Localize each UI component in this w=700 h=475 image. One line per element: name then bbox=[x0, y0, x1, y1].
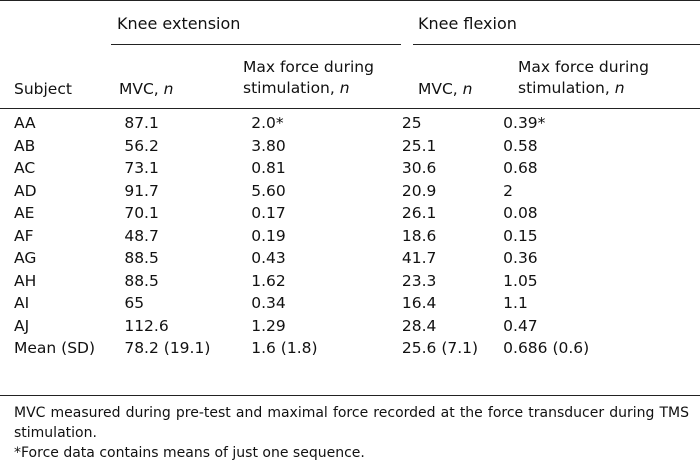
cell-subject: AB bbox=[14, 136, 36, 155]
table-row: AI 65 0.34 16.4 1.1 bbox=[14, 292, 700, 315]
cell-ext-mvc: 112.6 bbox=[124, 316, 169, 335]
group-header-knee-flexion: Knee flexion bbox=[418, 14, 517, 33]
cell-flex-mvc: 16.4 bbox=[401, 294, 437, 312]
cell-flex-max-force: 1.05 bbox=[503, 271, 538, 290]
col-header-flex-max-unit: n bbox=[614, 79, 625, 97]
cell-flex-max-force: 2 bbox=[503, 181, 514, 200]
col-header-flex-max-line2-text: stimulation, bbox=[518, 79, 615, 97]
cell-ext-mvc: 48.7 bbox=[124, 226, 159, 245]
col-header-ext-max: Max force during stimulation, n bbox=[243, 57, 374, 99]
cell-ext-mvc: 73.1 bbox=[124, 159, 159, 177]
cell-subject: AA bbox=[14, 114, 36, 132]
cell-ext-max-force: 2.0* bbox=[251, 114, 284, 132]
table-row: AG 88.5 0.43 41.7 0.36 bbox=[14, 247, 700, 270]
col-header-ext-max-line2-text: stimulation, bbox=[243, 79, 340, 97]
group-header-knee-extension: Knee extension bbox=[117, 14, 241, 33]
cell-subject: AE bbox=[14, 204, 35, 222]
cell-subject: AJ bbox=[14, 316, 30, 335]
cell-subject: AC bbox=[14, 159, 36, 177]
table-row: AF 48.7 0.19 18.6 0.15 bbox=[14, 225, 700, 248]
cell-subject: Mean (SD) bbox=[14, 339, 96, 357]
cell-ext-mvc: 65 bbox=[124, 294, 145, 312]
cell-flex-mvc: 25.1 bbox=[401, 136, 437, 155]
cell-flex-mvc: 26.1 bbox=[401, 204, 437, 222]
top-rule bbox=[0, 0, 700, 1]
cell-subject: AI bbox=[14, 294, 30, 312]
col-header-flex-mvc-unit: n bbox=[462, 80, 473, 98]
cell-ext-max-force: 0.81 bbox=[251, 159, 286, 177]
cell-subject: AG bbox=[14, 249, 37, 267]
table-row: AD 91.7 5.60 20.9 2 bbox=[14, 180, 700, 203]
cell-flex-max-force: 0.15 bbox=[503, 226, 538, 245]
cell-flex-mvc: 20.9 bbox=[401, 181, 437, 200]
cell-ext-mvc: 70.1 bbox=[124, 204, 159, 222]
knee-flexion-rule bbox=[413, 44, 700, 45]
cell-subject: AF bbox=[14, 226, 34, 245]
col-header-ext-max-line2: stimulation, n bbox=[243, 78, 374, 99]
cell-ext-mvc: 87.1 bbox=[124, 114, 159, 132]
cell-flex-max-force: 0.58 bbox=[503, 136, 538, 155]
cell-ext-max-force: 0.19 bbox=[251, 226, 286, 245]
col-header-flex-max-line1: Max force during bbox=[518, 58, 649, 76]
table-bottom-rule bbox=[0, 395, 700, 396]
table-body: AA 87.1 2.0* 25 0.39* AB 56.2 3.80 25.1 0.58 AC 73.… bbox=[14, 112, 700, 360]
cell-ext-mvc: 88.5 bbox=[124, 271, 159, 290]
cell-ext-max-force: 1.6 (1.8) bbox=[251, 339, 318, 357]
table-row: AA 87.1 2.0* 25 0.39* bbox=[14, 112, 700, 135]
cell-ext-max-force: 1.62 bbox=[251, 271, 286, 290]
cell-flex-mvc: 25.6 (7.1) bbox=[401, 339, 479, 357]
cell-flex-mvc: 23.3 bbox=[401, 271, 437, 290]
cell-flex-max-force: 0.39* bbox=[503, 114, 546, 132]
cell-flex-mvc: 18.6 bbox=[401, 226, 437, 245]
cell-flex-mvc: 25 bbox=[401, 114, 422, 132]
col-header-flex-mvc: MVC, n bbox=[418, 79, 472, 100]
cell-flex-max-force: 0.68 bbox=[503, 159, 538, 177]
knee-extension-rule bbox=[111, 44, 401, 45]
cell-flex-mvc: 41.7 bbox=[401, 249, 437, 267]
cell-ext-mvc: 56.2 bbox=[124, 136, 159, 155]
col-header-ext-max-unit: n bbox=[339, 79, 350, 97]
col-header-ext-max-line1: Max force during bbox=[243, 58, 374, 76]
col-header-subject: Subject bbox=[14, 79, 72, 100]
table-row-mean: Mean (SD) 78.2 (19.1) 1.6 (1.8) 25.6 (7.1) 0… bbox=[14, 337, 700, 360]
col-header-flex-max: Max force during stimulation, n bbox=[518, 57, 649, 99]
cell-ext-max-force: 5.60 bbox=[251, 181, 286, 200]
cell-ext-max-force: 0.17 bbox=[251, 204, 286, 222]
cell-subject: AH bbox=[14, 271, 37, 290]
cell-subject: AD bbox=[14, 181, 37, 200]
col-header-flex-mvc-label: MVC, bbox=[418, 80, 463, 98]
note-force-data: *Force data contains means of just one s… bbox=[14, 445, 365, 461]
table-row: AB 56.2 3.80 25.1 0.58 bbox=[14, 135, 700, 158]
note-mvc: MVC measured during pre-test and maximal… bbox=[14, 405, 689, 441]
table-row: AE 70.1 0.17 26.1 0.08 bbox=[14, 202, 700, 225]
cell-ext-mvc: 78.2 (19.1) bbox=[124, 339, 211, 357]
cell-ext-max-force: 0.43 bbox=[251, 249, 286, 267]
table-row: AC 73.1 0.81 30.6 0.68 bbox=[14, 157, 700, 180]
header-bottom-rule bbox=[0, 108, 700, 109]
table-row: AJ 112.6 1.29 28.4 0.47 bbox=[14, 315, 700, 338]
col-header-ext-mvc: MVC, n bbox=[119, 79, 173, 100]
col-header-ext-mvc-label: MVC, bbox=[119, 80, 164, 98]
col-header-ext-mvc-unit: n bbox=[163, 80, 174, 98]
cell-flex-max-force: 0.08 bbox=[503, 204, 538, 222]
cell-ext-mvc: 91.7 bbox=[124, 181, 159, 200]
table-row: AH 88.5 1.62 23.3 1.05 bbox=[14, 270, 700, 293]
cell-ext-mvc: 88.5 bbox=[124, 249, 159, 267]
cell-flex-max-force: 0.47 bbox=[503, 316, 538, 335]
table-notes: MVC measured during pre-test and maximal… bbox=[14, 403, 689, 463]
col-header-flex-max-line2: stimulation, n bbox=[518, 78, 649, 99]
col-header-subject-text: Subject bbox=[14, 80, 72, 98]
cell-flex-max-force: 0.36 bbox=[503, 249, 538, 267]
data-table: AA 87.1 2.0* 25 0.39* AB 56.2 3.80 25.1 0.58 AC 73.… bbox=[14, 112, 700, 360]
cell-flex-max-force: 1.1 bbox=[503, 294, 528, 312]
cell-flex-max-force: 0.686 (0.6) bbox=[503, 339, 590, 357]
cell-ext-max-force: 3.80 bbox=[251, 136, 286, 155]
cell-flex-mvc: 30.6 bbox=[401, 159, 437, 177]
cell-ext-max-force: 0.34 bbox=[251, 294, 286, 312]
cell-ext-max-force: 1.29 bbox=[251, 316, 286, 335]
cell-flex-mvc: 28.4 bbox=[401, 316, 437, 335]
